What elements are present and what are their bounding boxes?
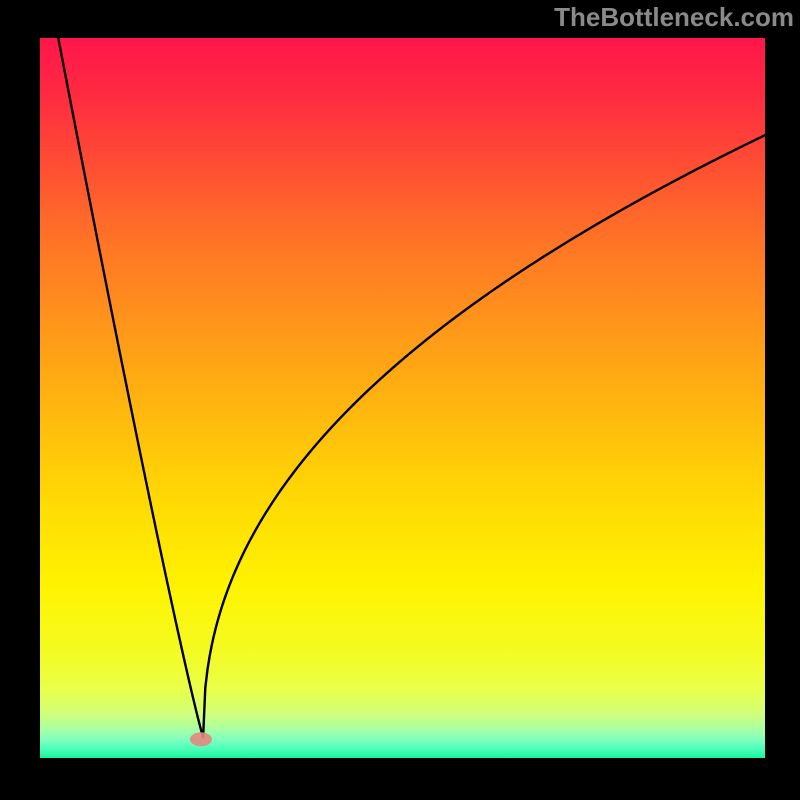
plot-background: [40, 38, 765, 758]
chart-frame: TheBottleneck.com: [0, 0, 800, 800]
minimum-marker: [190, 732, 212, 746]
bottleneck-chart: [0, 0, 800, 800]
